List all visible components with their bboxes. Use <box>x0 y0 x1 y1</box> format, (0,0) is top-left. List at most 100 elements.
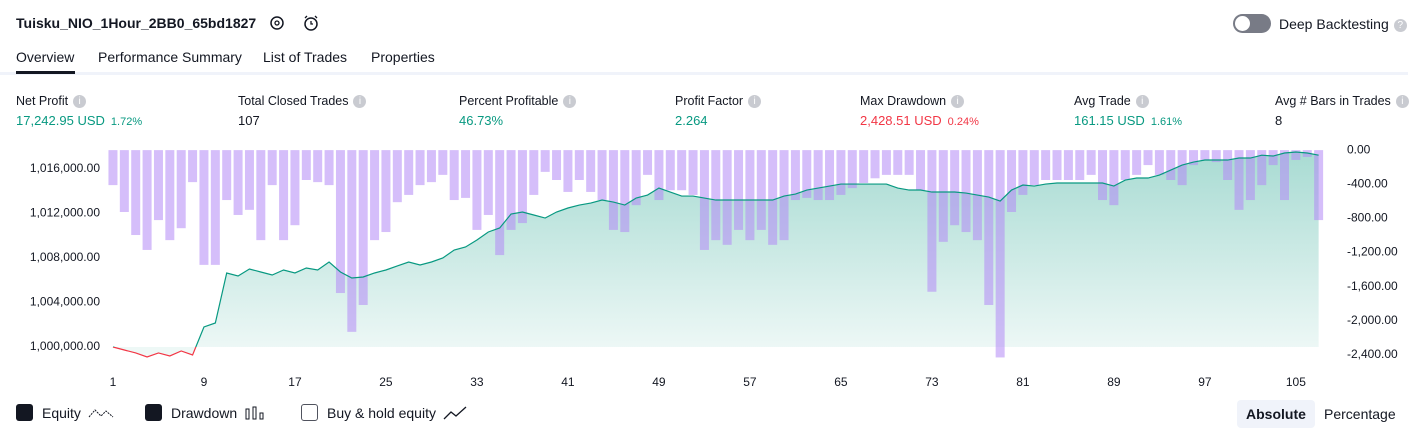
drawdown-bar <box>1314 150 1324 221</box>
label: Percent Profitable <box>459 94 559 108</box>
legend-item[interactable]: Equity <box>16 404 115 421</box>
legend-label: Drawdown <box>171 404 238 421</box>
drawdown-bar <box>165 150 175 241</box>
checkbox[interactable] <box>16 404 33 421</box>
label: Net Profit <box>16 94 69 108</box>
drawdown-bar <box>210 150 220 265</box>
legend-label: Buy & hold equity <box>327 404 436 421</box>
info-icon: i <box>353 95 367 109</box>
x-tick-label: 9 <box>201 375 208 389</box>
tab[interactable]: Performance Summary <box>98 49 242 65</box>
drawdown-bar <box>335 150 345 294</box>
stat-value: 2.264 <box>675 113 708 128</box>
legend-item[interactable]: Buy & hold equity <box>301 404 470 421</box>
value: 161.15 USD <box>1074 113 1145 128</box>
drawdown-bar <box>745 150 755 241</box>
drawdown-bar <box>1268 150 1278 166</box>
drawdown-bar <box>881 150 891 175</box>
tab[interactable]: Properties <box>371 49 435 65</box>
drawdown-bar <box>153 150 163 221</box>
drawdown-bar <box>1245 150 1255 201</box>
x-tick-label: 73 <box>925 375 939 389</box>
drawdown-bar <box>131 150 141 236</box>
value: 17,242.95 USD <box>16 113 105 128</box>
drawdown-bar <box>586 150 596 192</box>
chart: 1,000,000.00 1,004,000.00 1,008,000.00 1,01… <box>30 142 1398 389</box>
tab[interactable]: Overview <box>16 49 75 65</box>
drawdown-bar <box>1041 150 1051 180</box>
drawdown-bar <box>529 150 539 195</box>
scale-button[interactable]: Absolute <box>1237 400 1315 428</box>
drawdown-bar <box>563 150 573 192</box>
equity-area <box>112 152 1319 357</box>
stat-value: 46.73% <box>459 113 503 128</box>
drawdown-bar <box>1109 150 1119 206</box>
value: 8 <box>1275 113 1283 128</box>
legend-item[interactable]: Drawdown <box>145 404 267 421</box>
drawdown-bar <box>938 150 948 242</box>
deep-backtesting-label: Deep Backtesting? <box>1279 16 1407 32</box>
y2-tick-label: 0.00 <box>1347 142 1371 156</box>
drawdown-bar <box>108 150 118 186</box>
tab[interactable]: List of Trades <box>263 49 348 65</box>
drawdown-bar <box>1075 150 1085 180</box>
y-tick-label: 1,000,000.00 <box>30 339 100 353</box>
drawdown-bar <box>119 150 129 212</box>
drawdown-bar <box>1086 150 1096 175</box>
equity-line <box>112 151 1319 358</box>
strategy-title: Tuisku_NIO_1Hour_2BB0_65bd1827 <box>16 15 257 31</box>
stat-label: Net Profit i <box>16 94 87 109</box>
active-tab-underline <box>16 71 75 74</box>
checkbox[interactable] <box>301 404 318 421</box>
drawdown-bar <box>1018 150 1028 195</box>
drawdown-bar <box>1098 150 1108 201</box>
y2-tick-label: -2,000.00 <box>1347 313 1398 327</box>
drawdown-bar <box>711 150 721 241</box>
drawdown-bar <box>665 150 675 191</box>
drawdown-bar <box>404 150 414 195</box>
drawdown-bar <box>438 150 448 175</box>
drawdown-bar <box>984 150 994 305</box>
value: 107 <box>238 113 260 128</box>
drawdown-bar <box>802 150 812 198</box>
drawdown-bar <box>267 150 277 186</box>
drawdown-bar <box>631 150 641 206</box>
drawdown-bar <box>1234 150 1244 210</box>
icon <box>245 406 264 419</box>
drawdown-bar <box>620 150 630 233</box>
x-tick-label: 81 <box>1016 375 1030 389</box>
y2-tick-label: -400.00 <box>1347 176 1388 190</box>
drawdown-bar <box>244 150 254 210</box>
stat-label: Avg Trade i <box>1074 94 1149 109</box>
y2-tick-label: -800.00 <box>1347 211 1388 225</box>
drawdown-bar <box>347 150 357 332</box>
drawdown-bar <box>279 150 289 241</box>
drawdown-bar <box>825 150 835 201</box>
drawdown-bar <box>1154 150 1164 175</box>
info-icon: i <box>748 95 762 109</box>
checkbox[interactable] <box>145 404 162 421</box>
icon <box>443 406 467 419</box>
drawdown-bar <box>1143 150 1153 166</box>
info-icon: i <box>73 95 87 109</box>
drawdown-bar <box>950 150 960 226</box>
drawdown-bar <box>426 150 436 183</box>
drawdown-bar <box>1291 150 1301 160</box>
drawdown-bar <box>461 150 471 198</box>
drawdown-bar <box>722 150 732 245</box>
drawdown-bar <box>313 150 323 183</box>
x-tick-label: 1 <box>110 375 117 389</box>
drawdown-bar <box>790 150 800 201</box>
scale-button[interactable]: Percentage <box>1324 406 1396 422</box>
x-tick-label: 41 <box>561 375 575 389</box>
deep-backtesting-toggle[interactable] <box>1233 14 1271 33</box>
drawdown-bar <box>415 150 425 186</box>
drawdown-bar <box>916 150 926 191</box>
drawdown-bar <box>1211 150 1221 163</box>
drawdown-bar <box>256 150 266 241</box>
drawdown-bar <box>1063 150 1073 180</box>
drawdown-bar <box>1052 150 1062 180</box>
value: 46.73% <box>459 113 504 128</box>
label: Max Drawdown <box>860 94 947 108</box>
